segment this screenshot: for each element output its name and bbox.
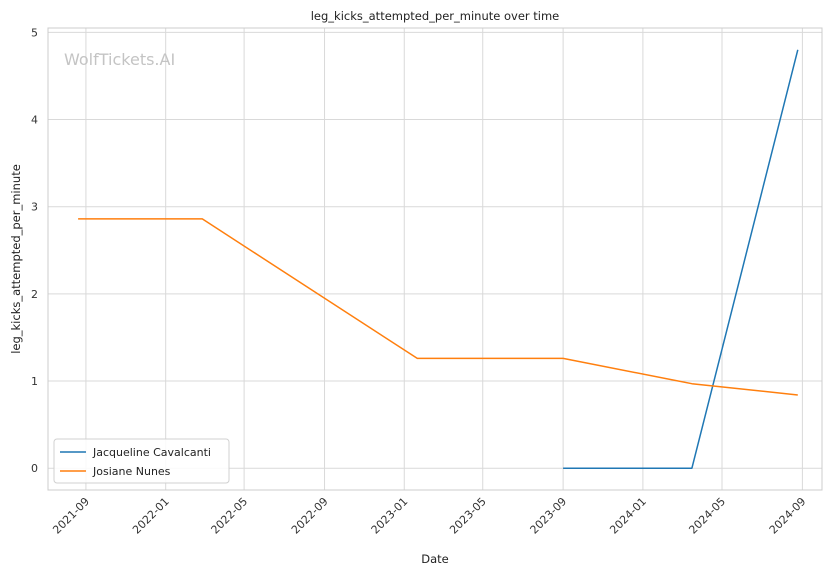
legend: Jacqueline Cavalcanti Josiane Nunes: [53, 438, 230, 484]
y-tick-label: 1: [31, 375, 38, 388]
y-tick-label: 4: [31, 114, 38, 127]
legend-box: [53, 438, 230, 484]
x-axis-title: Date: [421, 552, 449, 566]
y-tick-label: 0: [31, 462, 38, 475]
legend-label-1: Josiane Nunes: [92, 465, 171, 478]
y-axis-title: leg_kicks_attempted_per_minute: [9, 164, 23, 354]
legend-label-0: Jacqueline Cavalcanti: [92, 446, 211, 459]
series-line-1: [78, 218, 798, 396]
y-tick-label: 3: [31, 201, 38, 214]
series-line-0: [563, 49, 799, 469]
y-tick-label: 5: [31, 26, 38, 39]
watermark: WolfTickets.AI: [64, 50, 175, 69]
series-layer: [78, 49, 799, 469]
y-axis-ticks: 0 1 2 3 4 5: [31, 26, 38, 475]
chart-title: leg_kicks_attempted_per_minute over time: [311, 9, 560, 23]
plot-frame: [47, 27, 823, 491]
y-tick-label: 2: [31, 288, 38, 301]
